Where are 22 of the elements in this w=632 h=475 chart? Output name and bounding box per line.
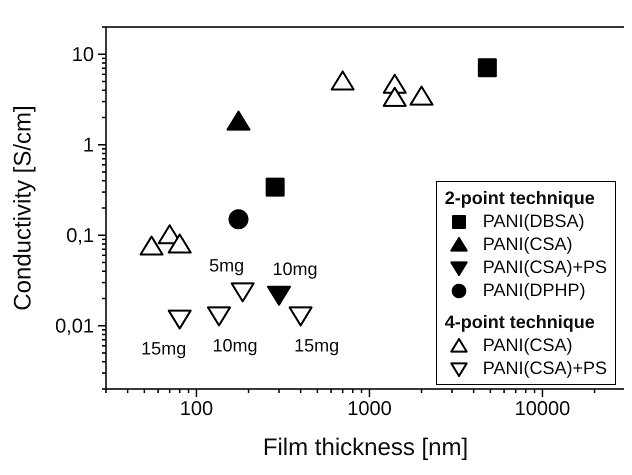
annotation: 15mg — [294, 335, 340, 356]
annotation: 10mg — [272, 258, 318, 279]
legend-label: PANI(CSA)+PS — [482, 357, 607, 380]
annotation: 15mg — [141, 338, 186, 359]
legend-label: PANI(DBSA) — [482, 210, 584, 233]
x-tick-label: 1000 — [347, 398, 392, 420]
y-tick-label: 1 — [82, 134, 94, 157]
legend-label: PANI(CSA) — [482, 233, 572, 256]
y-tick-label: 0,1 — [66, 225, 94, 248]
legend-label: PANI(CSA) — [482, 334, 572, 357]
y-tick-label: 10 — [72, 44, 94, 66]
x-axis-title: Film thickness [nm] — [262, 434, 468, 461]
legend-label: PANI(CSA)+PS — [482, 256, 607, 279]
y-tick-label: 0,01 — [55, 316, 94, 338]
legend-label: PANI(DPHP) — [482, 279, 586, 302]
x-tick-label: 100 — [180, 398, 214, 420]
y-axis-title: Conductivity [S/cm] — [10, 105, 37, 311]
annotation: 10mg — [212, 335, 258, 356]
annotation: 5mg — [209, 255, 244, 276]
x-tick-label: 10000 — [514, 398, 570, 420]
annotation: 4-point technique — [444, 311, 596, 334]
annotation: 2-point technique — [444, 187, 596, 210]
